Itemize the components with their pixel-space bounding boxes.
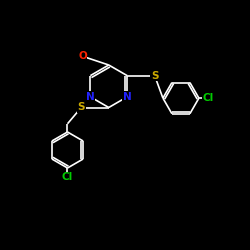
Text: S: S [78,102,85,113]
Text: Cl: Cl [203,93,214,103]
Text: O: O [78,51,87,61]
Text: Cl: Cl [62,172,73,182]
Text: N: N [86,92,95,102]
Text: S: S [151,70,158,81]
Text: N: N [123,92,132,102]
